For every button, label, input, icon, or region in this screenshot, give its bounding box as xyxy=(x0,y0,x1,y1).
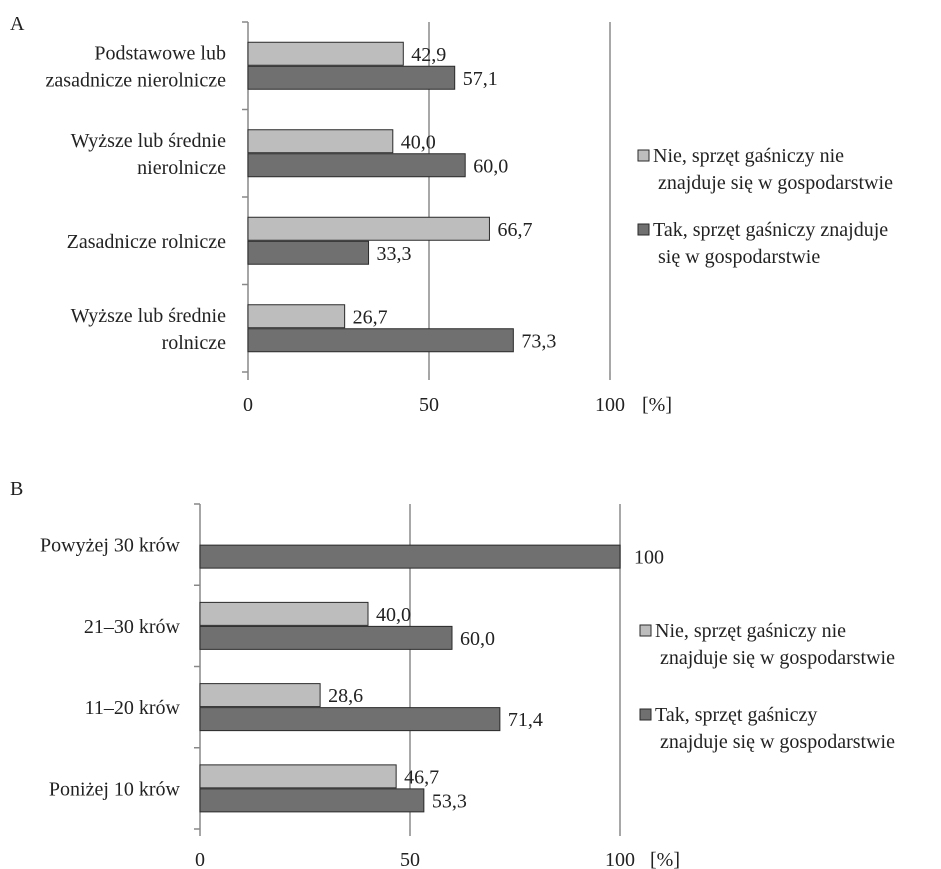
category-label: Powyżej 30 krów xyxy=(40,535,181,557)
legend-swatch-tak xyxy=(637,223,650,236)
legend-swatch-nie xyxy=(637,149,650,162)
x-tick-label: 100 xyxy=(595,394,625,416)
legend-label: Nie, sprzęt gaśniczy nie xyxy=(655,620,846,642)
legend-label: Tak, sprzęt gaśniczy znajduje xyxy=(653,219,888,241)
data-label: 66,7 xyxy=(497,219,532,241)
category-label: rolnicze xyxy=(162,332,227,354)
category-label: Wyższe lub średnie xyxy=(71,305,227,327)
data-label: 42,9 xyxy=(411,44,446,66)
legend-swatch-tak xyxy=(639,708,652,721)
bar-tak xyxy=(199,625,453,650)
x-unit-label: [%] xyxy=(650,849,680,869)
data-label: 53,3 xyxy=(432,790,467,812)
bar-tak xyxy=(247,153,466,178)
bar-nie xyxy=(247,41,404,66)
legend-label: Tak, sprzęt gaśniczy xyxy=(655,704,817,726)
bar-nie xyxy=(247,216,490,241)
data-label: 28,6 xyxy=(328,685,363,707)
legend-swatch-nie xyxy=(639,624,652,637)
bar-tak xyxy=(247,328,514,353)
bar-tak xyxy=(199,788,425,813)
category-label: zasadnicze nierolnicze xyxy=(46,69,227,91)
bar-tak xyxy=(247,65,456,90)
legend-label: znajduje się w gospodarstwie xyxy=(660,731,895,753)
bar-tak xyxy=(199,707,501,732)
x-tick-label: 100 xyxy=(605,849,635,869)
legend-label: znajduje się w gospodarstwie xyxy=(660,647,895,669)
panel-label: B xyxy=(10,478,23,500)
bar-nie xyxy=(247,304,346,329)
data-label: 71,4 xyxy=(508,709,543,731)
x-tick-label: 0 xyxy=(243,394,253,416)
data-label: 26,7 xyxy=(353,306,388,328)
data-label: 60,0 xyxy=(460,628,495,650)
data-label: 60,0 xyxy=(473,155,508,177)
legend-label: znajduje się w gospodarstwie xyxy=(658,172,893,194)
x-tick-label: 0 xyxy=(195,849,205,869)
category-label: 11–20 krów xyxy=(85,697,181,719)
bar-nie xyxy=(247,129,394,154)
x-tick-label: 50 xyxy=(419,394,439,416)
bar-nie xyxy=(199,683,321,708)
category-label: nierolnicze xyxy=(137,157,226,179)
bar-tak xyxy=(199,544,621,569)
category-label: 21–30 krów xyxy=(84,616,181,638)
x-unit-label: [%] xyxy=(642,394,672,416)
category-label: Wyższe lub średnie xyxy=(71,130,227,152)
category-label: Zasadnicze rolnicze xyxy=(67,231,226,253)
legend-label: się w gospodarstwie xyxy=(658,246,820,268)
data-label: 33,3 xyxy=(377,243,412,265)
data-label: 73,3 xyxy=(521,330,556,352)
category-label: Podstawowe lub xyxy=(94,42,226,64)
data-label: 40,0 xyxy=(401,131,436,153)
legend-label: Nie, sprzęt gaśniczy nie xyxy=(653,145,844,167)
x-tick-label: 50 xyxy=(400,849,420,869)
data-label: 46,7 xyxy=(404,766,439,788)
category-label: Poniżej 10 krów xyxy=(49,778,181,800)
bar-nie xyxy=(199,601,369,626)
data-label: 57,1 xyxy=(463,68,498,90)
panel-label: A xyxy=(10,13,25,35)
bar-nie xyxy=(199,764,397,789)
bar-tak xyxy=(247,240,370,265)
data-label: 100 xyxy=(634,547,664,569)
data-label: 40,0 xyxy=(376,604,411,626)
